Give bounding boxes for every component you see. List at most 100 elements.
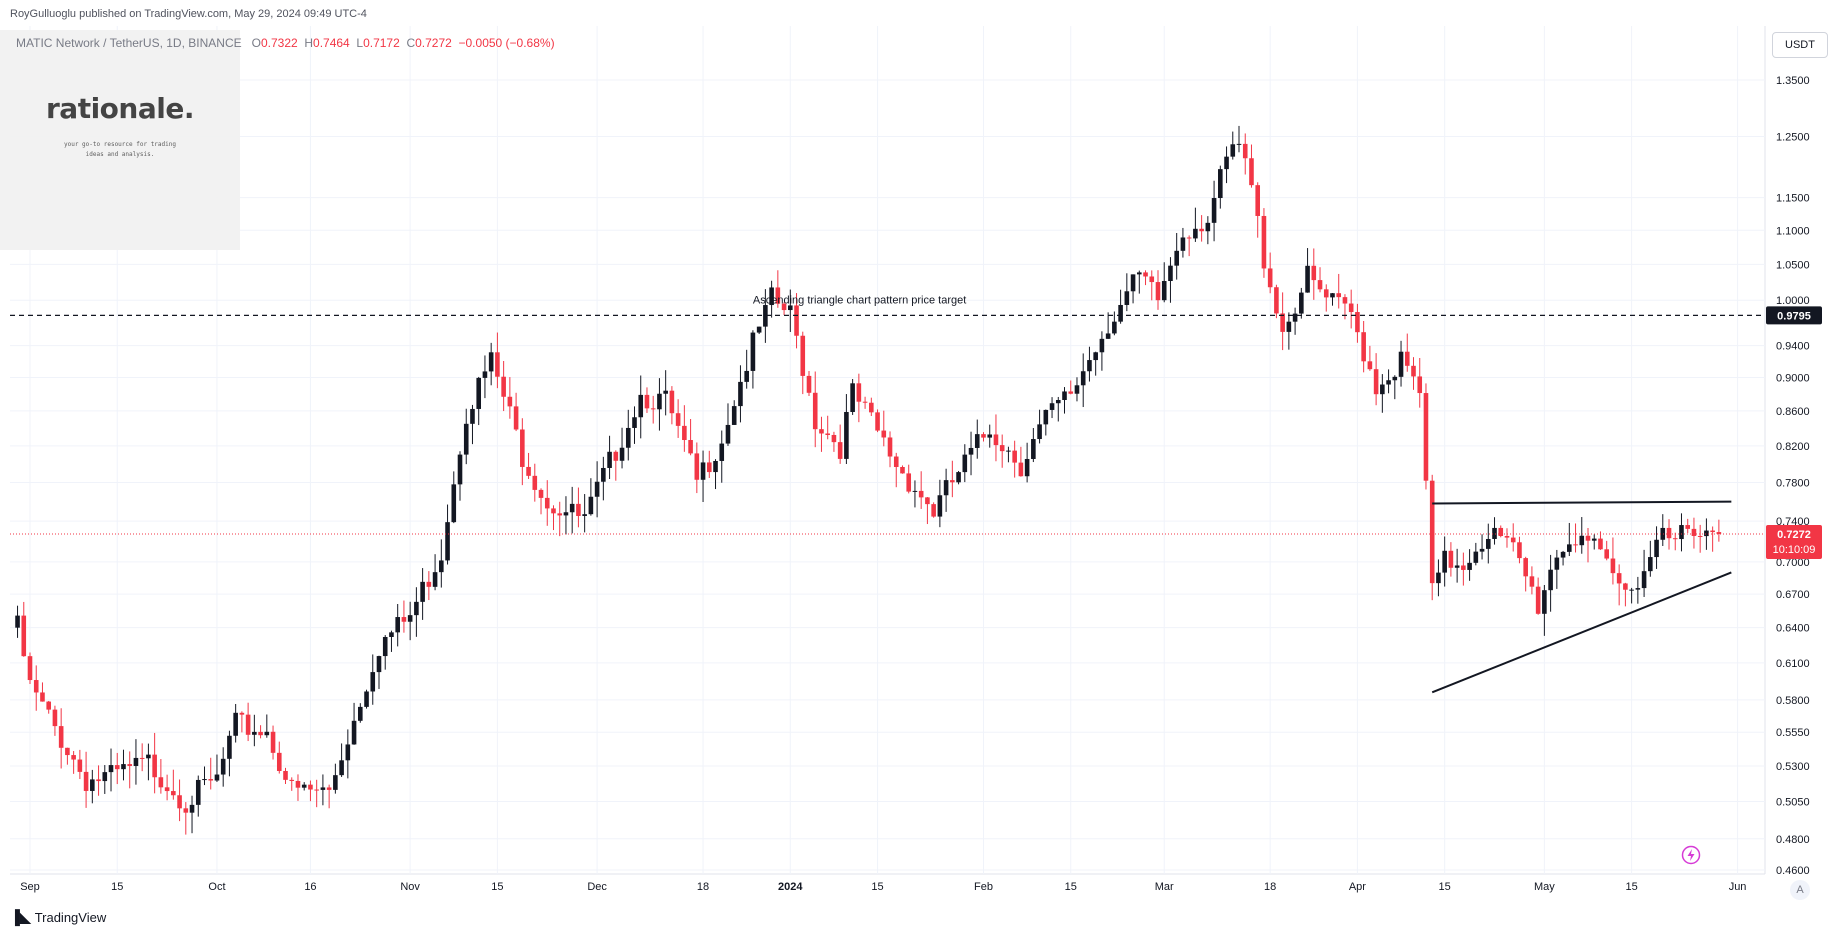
candle-body	[364, 691, 369, 707]
candle-body	[551, 508, 556, 514]
candle-body	[1068, 391, 1074, 394]
candle-body	[401, 617, 407, 622]
price-tick-label: 0.9400	[1776, 341, 1810, 353]
candle-body	[1118, 304, 1123, 322]
candle-body	[1149, 276, 1155, 283]
candle-body	[769, 287, 774, 306]
candle-body	[931, 504, 936, 517]
candle-body	[1598, 538, 1603, 550]
candle-body	[258, 731, 263, 736]
candle-body	[1348, 303, 1354, 313]
candle-body	[1211, 198, 1217, 223]
candle-body	[1691, 528, 1697, 536]
candle-body	[1267, 268, 1273, 288]
last-price-label: 0.7272	[1777, 529, 1811, 541]
candle-body	[968, 447, 974, 455]
candle-body	[426, 581, 432, 587]
candle-body	[520, 429, 525, 467]
candle-body	[1180, 237, 1186, 251]
price-tick-label: 0.7800	[1776, 478, 1810, 490]
candle-body	[694, 453, 700, 480]
candle-body	[1080, 371, 1086, 386]
candle-body	[1629, 589, 1634, 591]
candle-body	[850, 383, 855, 412]
time-tick-label: 15	[871, 881, 883, 893]
candle-body	[1467, 562, 1472, 570]
price-tick-label: 1.1500	[1776, 193, 1810, 205]
price-tick-label: 0.4600	[1776, 865, 1810, 877]
price-tick-label: 0.6700	[1776, 589, 1810, 601]
candle-body	[906, 473, 912, 492]
candle-body	[164, 787, 170, 792]
candle-body	[700, 462, 706, 480]
candle-body	[1398, 351, 1404, 377]
time-tick-label: Sep	[20, 881, 40, 893]
candle-body	[1143, 272, 1148, 277]
candles[interactable]	[15, 125, 1722, 835]
candle-body	[283, 770, 288, 780]
candle-body	[351, 720, 357, 745]
candle-body	[800, 335, 806, 376]
auto-scale-button[interactable]: A	[1790, 880, 1810, 900]
candle-body	[1174, 250, 1179, 266]
candle-body	[987, 434, 993, 438]
candle-body	[146, 754, 151, 759]
candle-body	[1386, 380, 1391, 385]
price-labels: 0.9795 0.7272 10:10:09	[1766, 306, 1822, 559]
candle-body	[788, 305, 793, 311]
candle-body	[1517, 542, 1522, 559]
lightning-icon[interactable]	[1681, 845, 1701, 865]
logo-tagline-line-1: your go-to resource for trading	[64, 141, 176, 148]
candle-body	[781, 303, 787, 311]
time-axis[interactable]: Sep 15 Oct 16 Nov 15 Dec 18 2024 15 Feb 15 Mar 18 Apr 1…	[20, 881, 1746, 893]
candle-body	[71, 755, 76, 760]
candle-body	[482, 371, 488, 378]
tradingview-footer-logo[interactable]: ▐◣ TradingView	[10, 909, 106, 926]
candle-body	[1274, 287, 1279, 314]
price-tick-label: 0.8200	[1776, 441, 1810, 453]
candle-body	[806, 375, 812, 393]
candle-body	[202, 779, 207, 781]
price-tick-label: 0.8600	[1776, 406, 1810, 418]
candle-body	[1485, 538, 1491, 549]
currency-button[interactable]: USDT	[1772, 32, 1828, 58]
candle-body	[601, 467, 606, 482]
time-tick-label: Jun	[1729, 881, 1747, 893]
candle-body	[1573, 544, 1578, 546]
candle-body	[613, 451, 619, 461]
symbol-name[interactable]: MATIC Network / TetherUS, 1D, BINANCE	[16, 36, 242, 50]
candle-body	[445, 522, 450, 561]
candle-body	[1679, 525, 1684, 540]
candle-body	[1112, 321, 1117, 334]
candle-body	[1648, 557, 1653, 572]
price-tick-label: 1.1000	[1776, 225, 1810, 237]
open-label: O	[251, 36, 261, 50]
drawings[interactable]: Ascending triangle chart pattern price t…	[10, 294, 1765, 694]
candle-body	[881, 430, 887, 438]
candle-body	[1716, 532, 1722, 534]
candle-body	[1218, 169, 1223, 199]
candle-body	[1087, 360, 1092, 372]
time-tick-label: 15	[491, 881, 503, 893]
candle-body	[177, 795, 182, 809]
candle-body	[925, 497, 930, 505]
price-axis[interactable]: 1.3500 1.2500 1.1500 1.1000 1.0500 1.0000 0.94…	[1776, 75, 1810, 877]
time-tick-label: Apr	[1349, 881, 1366, 893]
candle-body	[114, 765, 120, 770]
candle-body	[1355, 312, 1360, 333]
price-tick-label: 1.0000	[1776, 295, 1810, 307]
candle-body	[1255, 185, 1261, 216]
candle-body	[1710, 530, 1715, 533]
candle-body	[301, 784, 307, 788]
candle-body	[1529, 576, 1535, 587]
candle-body	[1704, 530, 1709, 537]
symbol-legend[interactable]: MATIC Network / TetherUS, 1D, BINANCE O0…	[16, 36, 555, 50]
candle-body	[476, 377, 482, 409]
resistance-trendline[interactable]	[1432, 500, 1732, 505]
candle-body	[414, 601, 419, 616]
price-target-annotation[interactable]: Ascending triangle chart pattern price t…	[753, 294, 966, 306]
candle-body	[1186, 237, 1192, 239]
support-trendline[interactable]	[1431, 571, 1732, 694]
candle-body	[276, 752, 282, 771]
